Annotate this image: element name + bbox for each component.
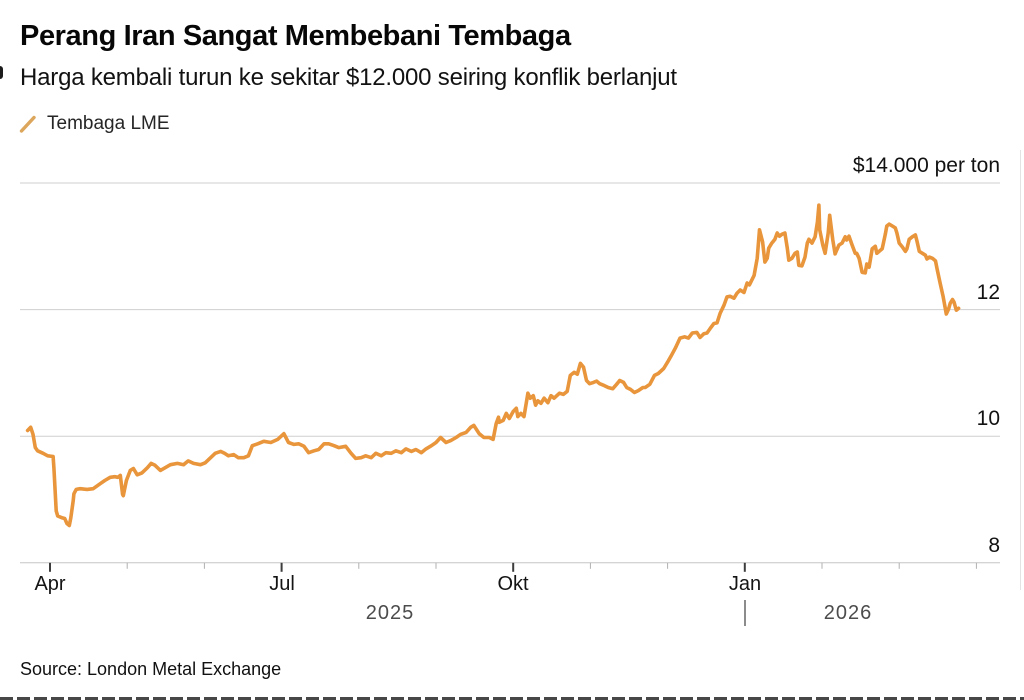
- legend-slash-icon: [19, 115, 36, 133]
- right-edge-line: [1020, 150, 1021, 590]
- x-tick-label-jul: Jul: [269, 573, 295, 595]
- legend-series-label: Tembaga LME: [47, 113, 170, 134]
- price-line-tembaga-lme: [25, 203, 961, 528]
- legend: Tembaga LME: [18, 113, 170, 135]
- year-divider-line: [744, 600, 746, 626]
- year-label-2026: 2026: [823, 602, 873, 624]
- x-tick-label-okt: Okt: [497, 573, 529, 595]
- y-tick-label-10: 10: [976, 407, 1000, 430]
- left-edge-artifact: [0, 66, 3, 79]
- x-tick-label-jan: Jan: [728, 573, 762, 595]
- source-note: Source: London Metal Exchange: [20, 659, 282, 679]
- y-axis-unit-label: $14.000 per ton: [852, 154, 1000, 177]
- bottom-scrub-band: [0, 697, 1024, 700]
- x-tick-label-apr: Apr: [34, 573, 66, 595]
- y-tick-label-12: 12: [976, 281, 1000, 304]
- page-title: Perang Iran Sangat Membebani Tembaga: [20, 20, 571, 52]
- y-tick-label-8: 8: [988, 534, 1000, 557]
- year-label-2025: 2025: [365, 602, 415, 624]
- chart-subtitle: Harga kembali turun ke sekitar $12.000 s…: [20, 64, 677, 91]
